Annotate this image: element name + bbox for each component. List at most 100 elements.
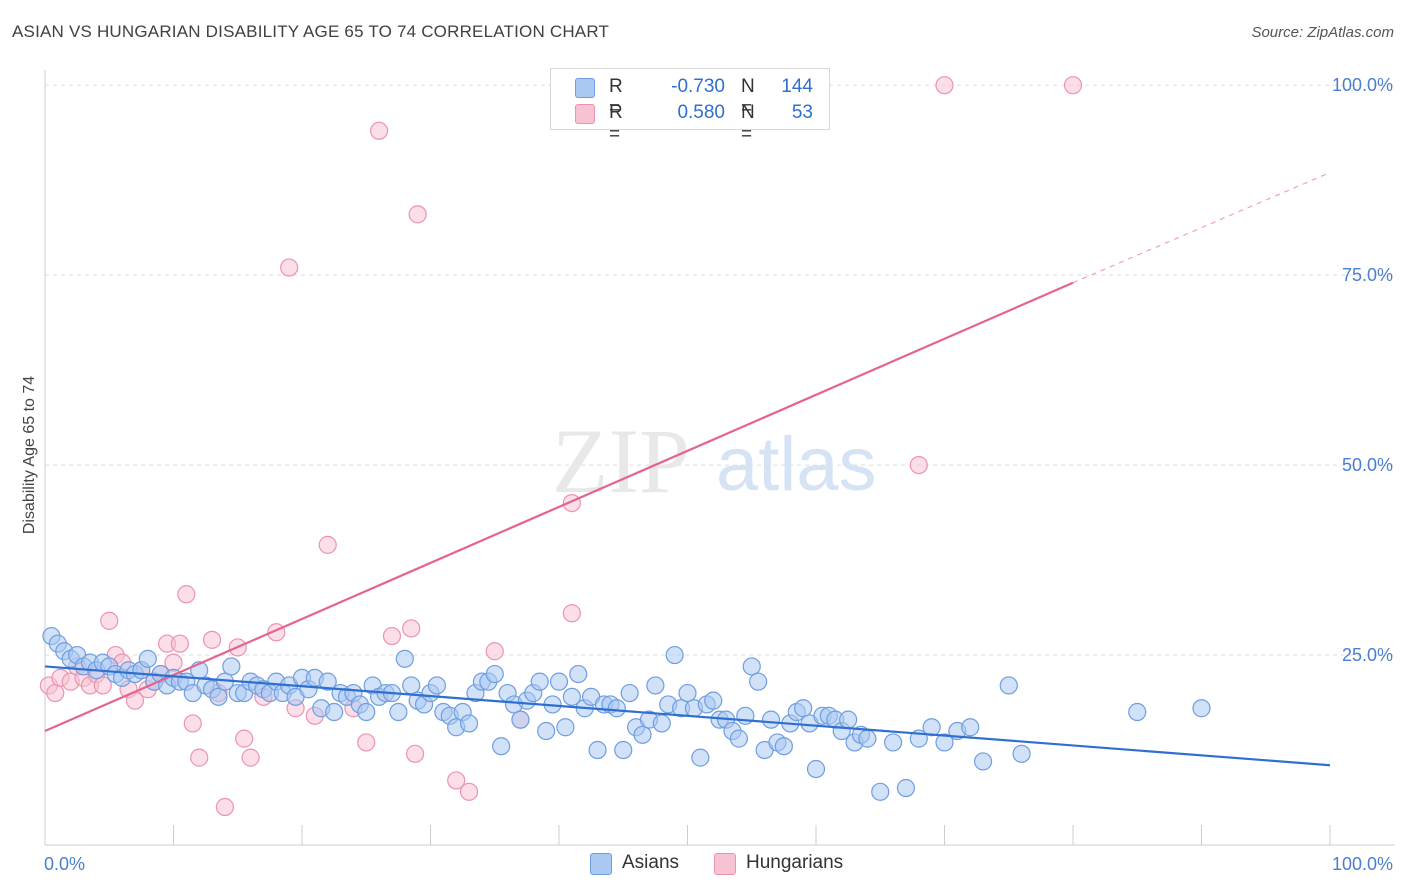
hungarian-point <box>447 771 466 790</box>
asian-point <box>222 657 241 676</box>
hungarian-point <box>170 634 190 653</box>
asian-point <box>209 687 228 706</box>
watermark: ZIP atlas <box>552 410 877 512</box>
asian-point <box>774 737 793 756</box>
asian-points <box>42 626 1211 801</box>
asian-point <box>633 725 652 744</box>
asian-point <box>652 714 671 733</box>
y-axis-label: Disability Age 65 to 74 <box>21 376 38 534</box>
asian-point <box>562 687 581 706</box>
asian-point <box>614 740 633 760</box>
asian-point <box>794 699 813 718</box>
asian-point <box>588 740 607 760</box>
asian-point <box>935 733 954 752</box>
axes <box>44 70 1395 846</box>
asian-point <box>549 672 569 691</box>
legend: R = -0.730 N = 144 R = 0.580 N = 53 <box>550 68 830 145</box>
hungarian-trend-line <box>44 281 1074 733</box>
legend-n-label: N = <box>741 102 755 145</box>
asian-point <box>569 664 588 684</box>
hungarian-point <box>935 76 954 95</box>
hungarian-point <box>202 630 222 649</box>
asian-point <box>138 649 157 668</box>
hungarian-point <box>190 748 209 767</box>
legend-r-value: -0.730 <box>671 76 725 97</box>
asian-point <box>691 748 710 767</box>
hungarian-point <box>235 729 254 748</box>
chart-title: ASIAN VS HUNGARIAN DISABILITY AGE 65 TO … <box>12 22 610 41</box>
hungarian-point <box>215 797 234 817</box>
hungarian-point <box>1063 76 1083 95</box>
legend-n-label: N = <box>741 76 755 119</box>
asian-point <box>761 710 781 729</box>
hungarian-point <box>909 455 928 475</box>
asian-point <box>922 718 941 737</box>
asian-point <box>537 721 556 741</box>
asian-point <box>511 710 530 729</box>
asians-legend-label: Asians <box>622 852 680 873</box>
hungarian-point <box>562 604 581 623</box>
hungarian-point <box>405 744 425 763</box>
asian-point <box>665 645 684 665</box>
asian-point <box>620 683 639 703</box>
asian-point <box>896 778 916 798</box>
y-tick-label: 50.0% <box>1342 455 1393 475</box>
hungarians-swatch <box>575 104 595 124</box>
hungarian-point <box>100 611 119 630</box>
hungarians-legend-swatch <box>714 853 736 875</box>
asian-point <box>704 691 723 710</box>
asian-point <box>883 733 903 752</box>
y-tick-label: 100.0% <box>1332 75 1393 95</box>
hungarian-point <box>183 714 202 733</box>
legend-n-value: 144 <box>781 76 813 97</box>
legend-r-value: 0.580 <box>677 102 725 123</box>
asian-point <box>1128 702 1147 722</box>
asians-legend-swatch <box>590 853 612 875</box>
asian-point <box>742 657 761 676</box>
x-tick-label: 0.0% <box>44 854 85 874</box>
asian-point <box>389 702 408 722</box>
asians-swatch <box>575 78 595 98</box>
asian-point <box>427 676 447 695</box>
asian-point <box>729 729 749 748</box>
legend-r-label: R = <box>609 76 623 119</box>
asian-point <box>402 676 421 695</box>
x-tick-labels: 0.0% 100.0% <box>44 854 1393 874</box>
hungarian-point <box>382 626 402 646</box>
hungarians-legend-label: Hungarians <box>746 852 844 873</box>
asian-point <box>961 718 980 737</box>
hungarian-point <box>241 748 260 767</box>
asian-point <box>459 714 479 733</box>
asian-point <box>999 676 1018 695</box>
y-tick-labels: 25.0% 50.0% 75.0% 100.0% <box>1332 75 1393 665</box>
hungarian-point <box>485 642 504 661</box>
asian-point <box>556 718 575 737</box>
watermark-atlas: atlas <box>716 422 877 507</box>
y-tick-label: 25.0% <box>1342 645 1393 665</box>
hungarian-point <box>177 585 196 604</box>
hungarian-trend-extension <box>1072 172 1331 284</box>
asian-point <box>1012 744 1031 763</box>
legend-r-label: R = <box>609 102 623 145</box>
hungarian-point <box>280 258 299 277</box>
asian-point <box>1192 699 1211 718</box>
x-tick-label: 100.0% <box>1332 854 1393 874</box>
asian-point <box>806 759 826 779</box>
asian-point <box>678 683 697 703</box>
asian-point <box>646 676 665 695</box>
hungarian-point <box>459 782 479 801</box>
asian-point <box>839 710 858 729</box>
grid <box>45 84 1395 656</box>
hungarian-point <box>408 205 427 224</box>
hungarian-point <box>318 535 337 554</box>
trend-lines <box>44 172 1331 767</box>
asian-point <box>749 672 768 691</box>
y-tick-label: 75.0% <box>1342 265 1393 285</box>
hungarian-point <box>357 733 376 752</box>
asian-point <box>318 672 337 691</box>
asian-point <box>485 664 504 684</box>
asian-point <box>530 672 549 691</box>
asian-point <box>492 737 511 756</box>
hungarian-point <box>46 683 65 703</box>
